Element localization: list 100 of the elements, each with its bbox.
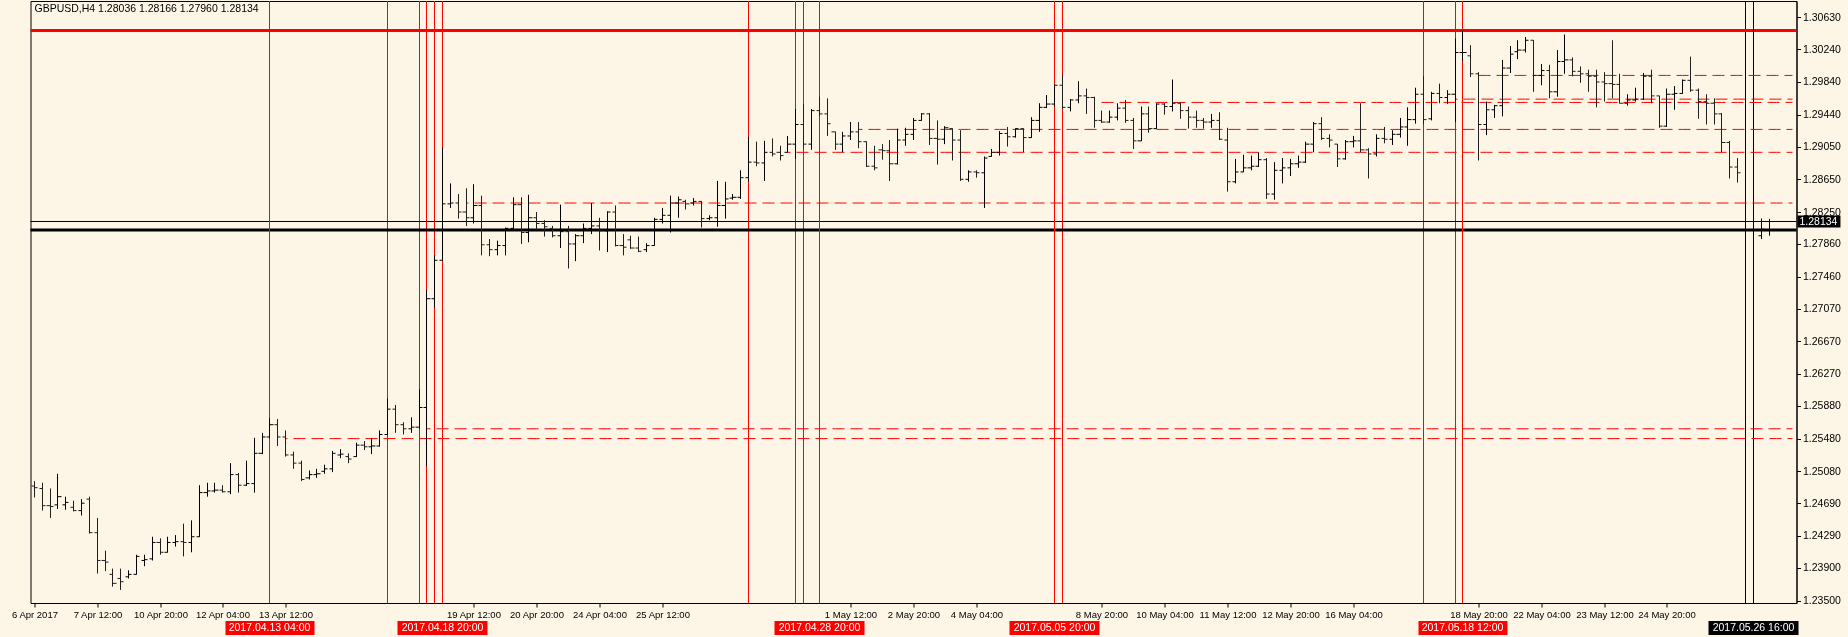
y-tick-label: 1.24290	[1803, 529, 1842, 542]
candlestick	[298, 460, 305, 482]
candlestick	[1475, 71, 1482, 161]
candlestick	[517, 196, 525, 245]
candlestick	[1271, 161, 1278, 201]
y-tick-label: 1.27860	[1803, 237, 1842, 250]
candlestick	[808, 108, 815, 151]
candlestick	[855, 121, 862, 149]
x-tick-label: 2 May 20:00	[887, 608, 941, 620]
candlestick	[188, 519, 195, 553]
candlestick	[1420, 75, 1427, 126]
candlestick	[1569, 56, 1576, 77]
candlestick	[753, 141, 760, 167]
y-tick-label: 1.26270	[1803, 367, 1842, 380]
candlestick	[117, 568, 124, 591]
x-tick-label: 18 May 20:00	[1450, 608, 1508, 620]
candlestick	[1656, 95, 1663, 129]
x-tick-label: 13 Apr 12:00	[259, 608, 313, 620]
x-tick-label: 2017.05.05 20:00	[1013, 621, 1096, 633]
candlestick	[172, 534, 179, 548]
x-tick-label: 2017.05.18 12:00	[1421, 621, 1504, 633]
y-tick-label: 1.23500	[1803, 594, 1842, 607]
x-tick-label: 4 May 04:00	[950, 608, 1004, 620]
y-tick-label: 1.27070	[1803, 302, 1842, 315]
candlestick	[1004, 126, 1011, 148]
x-tick-label: 12 Apr 04:00	[196, 608, 250, 620]
chart-title: GBPUSD,H4 1.28036 1.28166 1.27960 1.28134	[34, 2, 259, 14]
x-tick-label: 20 Apr 20:00	[510, 608, 564, 620]
candlestick	[384, 398, 391, 436]
candlestick	[1059, 74, 1066, 110]
y-tick-label: 1.29840	[1803, 75, 1842, 88]
candlestick	[1130, 117, 1137, 150]
y-tick-label: 1.30240	[1803, 42, 1842, 55]
candlestick	[227, 462, 234, 495]
candlestick	[392, 404, 399, 434]
candlestick	[1530, 39, 1537, 93]
candlestick	[1224, 127, 1231, 193]
candlestick	[274, 418, 281, 447]
candlestick	[1137, 106, 1145, 142]
x-tick-label: 16 May 04:00	[1325, 608, 1383, 620]
candlestick	[698, 200, 705, 229]
candlestick	[282, 429, 289, 458]
y-tick-label: 1.25880	[1803, 399, 1842, 412]
candlestick	[1020, 128, 1027, 153]
x-tick-label: 10 Apr 20:00	[134, 608, 188, 620]
candlestick	[910, 117, 917, 141]
candlestick	[54, 473, 62, 510]
x-tick-label: 12 May 20:00	[1262, 608, 1320, 620]
y-tick-label: 1.26670	[1803, 334, 1842, 347]
candlestick	[1428, 91, 1435, 121]
candlestick	[1216, 111, 1223, 141]
candlestick	[745, 136, 752, 183]
candlestick	[863, 141, 870, 168]
candlestick	[949, 128, 956, 161]
x-tick-label: 6 Apr 2017	[12, 608, 58, 620]
y-tick-label: 1.23900	[1803, 561, 1842, 574]
candlestick	[761, 140, 768, 182]
x-tick-label: 24 Apr 04:00	[573, 608, 627, 620]
candlestick	[1593, 69, 1600, 108]
candlestick	[1648, 69, 1655, 104]
candlestick	[1145, 106, 1153, 134]
candlestick	[1538, 63, 1545, 86]
x-tick-label: 2017.04.28 20:00	[778, 621, 861, 633]
candlestick	[1467, 44, 1474, 78]
candlestick	[1640, 72, 1647, 101]
x-tick-label: 23 May 12:00	[1576, 608, 1634, 620]
candlestick	[824, 97, 831, 137]
candlestick	[235, 472, 242, 494]
candlestick	[565, 225, 572, 269]
candlestick	[1075, 80, 1082, 104]
candlestick	[894, 128, 901, 166]
x-tick-label: 1 May 12:00	[824, 608, 878, 620]
candlestick	[1169, 79, 1176, 112]
candlestick	[1122, 99, 1129, 124]
candlestick	[839, 131, 846, 153]
x-tick-label: 22 May 04:00	[1513, 608, 1571, 620]
x-tick-label: 7 Apr 12:00	[73, 608, 123, 620]
candlestick	[1232, 158, 1239, 184]
candlestick	[86, 496, 93, 534]
x-tick-label: 11 May 12:00	[1199, 608, 1257, 620]
candlestick	[957, 129, 964, 182]
y-tick-label: 1.27460	[1803, 270, 1842, 283]
x-tick-label: 25 Apr 12:00	[636, 608, 690, 620]
candlestick	[1734, 157, 1741, 184]
y-tick-label: 1.25080	[1803, 464, 1842, 477]
candlestick	[1373, 133, 1380, 157]
candlestick	[1695, 88, 1702, 120]
candlestick	[478, 195, 485, 256]
candlestick	[149, 536, 156, 561]
candlestick	[447, 182, 454, 209]
candlestick	[243, 460, 250, 487]
x-tick-label: 24 May 20:00	[1638, 608, 1696, 620]
x-tick-label: 2017.04.13 04:00	[228, 621, 311, 633]
candlestick	[1687, 56, 1694, 93]
x-tick-label: 8 May 20:00	[1075, 608, 1129, 620]
y-tick-label: 1.24690	[1803, 496, 1842, 509]
y-tick-label: 1.29050	[1803, 140, 1842, 153]
y-tick-label: 1.30630	[1803, 10, 1842, 23]
candlestick	[981, 155, 988, 209]
candlestick	[1153, 102, 1160, 130]
